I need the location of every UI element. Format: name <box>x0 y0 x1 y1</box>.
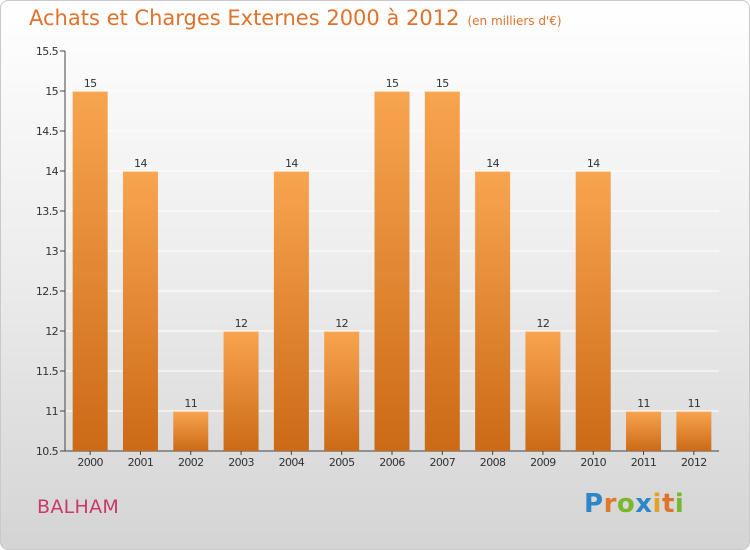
logo-letter: o <box>616 489 636 519</box>
bar <box>374 91 410 451</box>
x-tick-label: 2008 <box>480 456 506 469</box>
x-tick-label: 2003 <box>228 456 254 469</box>
bar-value-label: 14 <box>285 157 298 170</box>
bar-value-label: 14 <box>587 157 600 170</box>
y-tick-label: 10.5 <box>36 445 59 458</box>
x-tick-label: 2002 <box>178 456 204 469</box>
x-tick-label: 2005 <box>329 456 355 469</box>
x-tick-label: 2011 <box>631 456 657 469</box>
y-tick-label: 15 <box>45 85 58 98</box>
bar-value-label: 11 <box>637 397 650 410</box>
y-tick-label: 13 <box>45 245 58 258</box>
bar-value-label: 15 <box>84 77 97 90</box>
logo-letter: P <box>584 489 604 519</box>
x-tick-label: 2004 <box>279 456 305 469</box>
x-tick-label: 2009 <box>530 456 556 469</box>
y-tick-label: 14 <box>45 165 58 178</box>
bar-value-label: 14 <box>486 157 499 170</box>
logo-letter: i <box>674 489 685 519</box>
x-tick-label: 2010 <box>580 456 606 469</box>
bar <box>122 171 158 451</box>
y-tick-label: 15.5 <box>36 45 59 58</box>
bar-value-label: 12 <box>235 317 248 330</box>
bar <box>324 331 360 451</box>
bar <box>273 171 309 451</box>
bar <box>626 411 662 451</box>
bar-value-label: 11 <box>687 397 700 410</box>
logo-letter: t <box>661 489 675 519</box>
bar-value-label: 11 <box>184 397 197 410</box>
x-tick-label: 2007 <box>430 456 456 469</box>
bar-value-label: 12 <box>537 317 550 330</box>
bar <box>475 171 511 451</box>
commune-name: BALHAM <box>37 496 120 518</box>
logo-letter: r <box>603 489 617 519</box>
y-tick-label: 12.5 <box>36 285 59 298</box>
chart-title-text: Achats et Charges Externes 2000 à 2012 <box>29 6 460 30</box>
bar <box>173 411 209 451</box>
y-tick-label: 13.5 <box>36 205 59 218</box>
y-tick-label: 11.5 <box>36 365 59 378</box>
x-tick-label: 2001 <box>128 456 154 469</box>
bar-value-label: 15 <box>436 77 449 90</box>
y-tick-label: 11 <box>45 405 58 418</box>
bar-value-label: 15 <box>386 77 399 90</box>
y-tick-label: 12 <box>45 325 58 338</box>
bar <box>223 331 259 451</box>
x-tick-label: 2012 <box>681 456 707 469</box>
bar-value-label: 12 <box>335 317 348 330</box>
y-tick-label: 14.5 <box>36 125 59 138</box>
logo-letter: i <box>652 489 662 519</box>
bar <box>525 331 561 451</box>
proxiti-logo: Proxiti <box>584 489 684 519</box>
logo-letter: x <box>635 489 653 519</box>
bar <box>575 171 611 451</box>
bar <box>72 91 108 451</box>
chart-unit-label: (en milliers d'€) <box>467 14 562 28</box>
x-tick-label: 2006 <box>379 456 405 469</box>
chart-title: Achats et Charges Externes 2000 à 2012 (e… <box>29 6 562 30</box>
bar <box>676 411 712 451</box>
x-tick-label: 2000 <box>77 456 103 469</box>
bar <box>424 91 460 451</box>
bar-value-label: 14 <box>134 157 147 170</box>
